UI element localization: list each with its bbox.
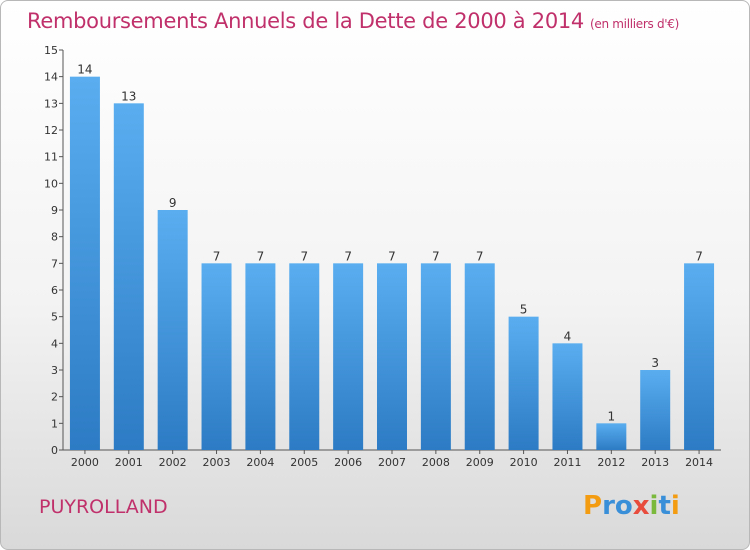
logo-letter: x <box>632 491 650 521</box>
x-tick-label: 2011 <box>553 456 581 469</box>
bar[interactable] <box>552 343 583 450</box>
y-tick-label: 14 <box>44 71 58 84</box>
data-label: 7 <box>257 249 265 263</box>
bar[interactable] <box>69 76 100 451</box>
bar[interactable] <box>596 423 627 450</box>
x-tick-label: 2014 <box>685 456 713 469</box>
bar[interactable] <box>377 263 407 450</box>
bar[interactable] <box>113 103 144 450</box>
y-tick-label: 1 <box>51 417 58 430</box>
y-tick-label: 9 <box>51 204 58 217</box>
x-tick-label: 2004 <box>246 456 274 469</box>
x-tick-label: 2012 <box>597 456 625 469</box>
logo-letter: i <box>670 491 680 521</box>
data-label: 7 <box>695 249 703 263</box>
bar[interactable] <box>201 263 232 450</box>
data-label: 7 <box>388 249 396 263</box>
data-label: 7 <box>432 249 440 263</box>
y-tick-label: 10 <box>44 177 58 190</box>
logo-letter: i <box>649 491 659 521</box>
x-tick-label: 2005 <box>290 456 318 469</box>
logo-letter: P <box>583 491 603 521</box>
y-tick-label: 15 <box>44 44 58 57</box>
y-tick-label: 13 <box>44 97 58 110</box>
y-tick-label: 2 <box>51 391 58 404</box>
data-label: 4 <box>564 329 572 343</box>
place-name: PUYROLLAND <box>39 496 168 518</box>
x-tick-label: 2001 <box>115 456 143 469</box>
x-tick-label: 2003 <box>203 456 231 469</box>
bar[interactable] <box>508 316 539 450</box>
y-tick-label: 11 <box>44 151 58 164</box>
logo-letter: r <box>602 491 615 521</box>
x-tick-label: 2009 <box>466 456 494 469</box>
bar[interactable] <box>157 210 188 450</box>
data-label: 1 <box>608 409 616 423</box>
x-tick-label: 2008 <box>422 456 450 469</box>
x-tick-label: 2006 <box>334 456 362 469</box>
chart-unit: (en milliers d'€) <box>590 17 680 31</box>
bar[interactable] <box>333 263 364 450</box>
data-label: 7 <box>476 249 484 263</box>
y-tick-label: 5 <box>51 311 58 324</box>
y-tick-label: 4 <box>51 337 58 350</box>
data-label: 7 <box>300 249 308 263</box>
logo-letter: t <box>658 491 671 521</box>
bar[interactable] <box>640 370 671 450</box>
bar[interactable] <box>684 263 715 450</box>
logo-letter: o <box>614 491 633 521</box>
x-tick-label: 2013 <box>641 456 669 469</box>
chart-title-text: Remboursements Annuels de la Dette de 20… <box>27 9 584 33</box>
y-tick-label: 0 <box>51 444 58 457</box>
bar[interactable] <box>289 263 320 450</box>
x-tick-label: 2002 <box>159 456 187 469</box>
y-tick-label: 12 <box>44 124 58 137</box>
chart-title: Remboursements Annuels de la Dette de 20… <box>27 9 679 33</box>
y-tick-label: 6 <box>51 284 58 297</box>
bar[interactable] <box>420 263 451 450</box>
data-label: 13 <box>121 89 136 103</box>
bar[interactable] <box>464 263 495 450</box>
data-label: 7 <box>344 249 352 263</box>
proxiti-logo[interactable]: Proxiti <box>583 491 680 521</box>
y-tick-label: 3 <box>51 364 58 377</box>
data-label: 14 <box>77 63 92 77</box>
y-tick-label: 8 <box>51 231 58 244</box>
bar[interactable] <box>245 263 276 450</box>
x-tick-label: 2010 <box>510 456 538 469</box>
data-label: 3 <box>651 356 659 370</box>
x-tick-label: 2007 <box>378 456 406 469</box>
data-label: 7 <box>213 249 221 263</box>
data-label: 5 <box>520 303 528 317</box>
x-tick-label: 2000 <box>71 456 99 469</box>
data-label: 9 <box>169 196 177 210</box>
y-tick-label: 7 <box>51 257 58 270</box>
